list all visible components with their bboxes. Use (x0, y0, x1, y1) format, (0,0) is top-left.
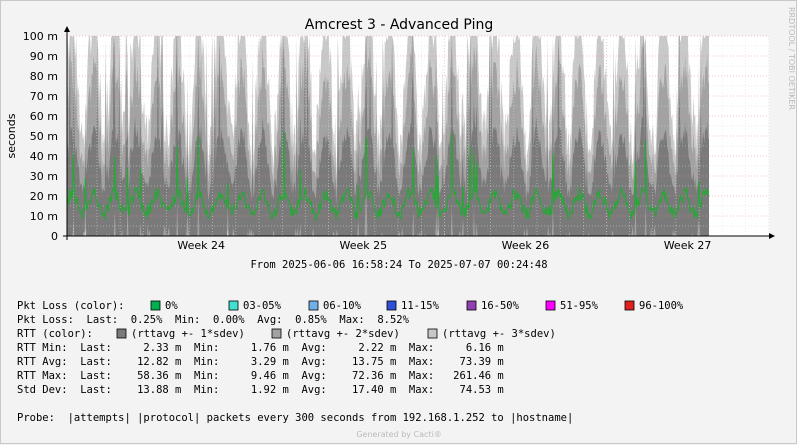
chart-title: Amcrest 3 - Advanced Ping (305, 17, 493, 33)
std-dev-stats: Std Dev: Last: 13.88 m Min: 1.92 m Avg: … (17, 384, 504, 396)
rtt-max-stats: RTT Max: Last: 58.36 m Min: 9.46 m Avg: … (17, 370, 504, 382)
y-tick-label: 100 m (23, 30, 58, 43)
pkt-loss-swatch (150, 300, 161, 311)
pkt-loss-swatch (308, 300, 319, 311)
date-range: From 2025-06-06 16:58:24 To 2025-07-07 0… (250, 259, 547, 271)
y-tick-label: 70 m (30, 90, 58, 103)
y-tick-label: 80 m (30, 70, 58, 83)
pkt-loss-swatch-label: 96-100% (639, 300, 684, 312)
y-tick-label: 10 m (30, 210, 58, 223)
y-tick-labels: 0 10 m 20 m 30 m 40 m 50 m 60 m 70 m 80 m 90 m 100… (23, 30, 58, 243)
x-tick-label: Week 25 (339, 239, 387, 252)
x-tick-label: Week 27 (664, 239, 712, 252)
y-tick-label: 60 m (30, 110, 58, 123)
pkt-loss-swatch-label: 0% (165, 300, 178, 312)
probe-info: Probe: |attempts| |protocol| packets eve… (17, 412, 573, 424)
rtt-swatch (271, 328, 282, 339)
footer-credit: Generated by Cacti® (356, 430, 442, 439)
rtt-swatch-label: (rttavg +- 3*sdev) (442, 328, 556, 340)
x-tick-labels: Week 24 Week 25 Week 26 Week 27 (177, 239, 711, 252)
pkt-loss-swatch-label: 11-15% (401, 300, 440, 312)
rtt-swatch (116, 328, 127, 339)
pkt-loss-swatch (624, 300, 635, 311)
rtt-min-stats: RTT Min: Last: 2.33 m Min: 1.76 m Avg: 2… (17, 342, 504, 354)
pkt-loss-swatch (386, 300, 397, 311)
pkt-loss-swatches: 0% 03-05% 06-10% 11-15% 16-50% 51-95% 96-100% (150, 300, 684, 312)
rtt-swatch (427, 328, 438, 339)
y-tick-label: 30 m (30, 170, 58, 183)
rtt-swatch-label: (rttavg +- 1*sdev) (131, 328, 245, 340)
pkt-loss-swatch (466, 300, 477, 311)
grid-lines (67, 35, 769, 236)
rtt-swatch-label: (rttavg +- 2*sdev) (286, 328, 400, 340)
y-tick-label: 90 m (30, 50, 58, 63)
pkt-loss-swatch-label: 06-10% (323, 300, 362, 312)
legend: Pkt Loss (color): 0% 03-05% 06-10% 11-15% 16… (17, 300, 684, 424)
pkt-loss-swatch (228, 300, 239, 311)
rtt-avg-stats: RTT Avg: Last: 12.82 m Min: 3.29 m Avg: … (17, 356, 504, 368)
x-tick-label: Week 26 (502, 239, 550, 252)
y-tick-label: 50 m (30, 130, 58, 143)
pkt-loss-swatch-label: 51-95% (560, 300, 599, 312)
x-axis-arrow (769, 233, 775, 239)
rtt-avg-line (66, 131, 710, 221)
y-axis-arrow (64, 26, 70, 32)
y-tick-label: 40 m (30, 150, 58, 163)
pkt-loss-color-label: Pkt Loss (color): (17, 300, 124, 312)
side-credit: RRDTOOL / TOBI OETIKER (787, 7, 796, 110)
pkt-loss-swatch-label: 03-05% (243, 300, 282, 312)
y-tick-label: 0 (51, 230, 58, 243)
pkt-loss-stats: Pkt Loss: Last: 0.25% Min: 0.00% Avg: 0.… (17, 314, 410, 326)
y-tick-label: 20 m (30, 190, 58, 203)
x-tick-label: Week 24 (177, 239, 225, 252)
pkt-loss-swatch-label: 16-50% (481, 300, 520, 312)
rtt-color-label: RTT (color): (17, 328, 93, 340)
y-axis-label: seconds (5, 113, 18, 158)
pkt-loss-swatch (545, 300, 556, 311)
rtt-swatches: (rttavg +- 1*sdev) (rttavg +- 2*sdev) (rtt… (116, 328, 556, 340)
